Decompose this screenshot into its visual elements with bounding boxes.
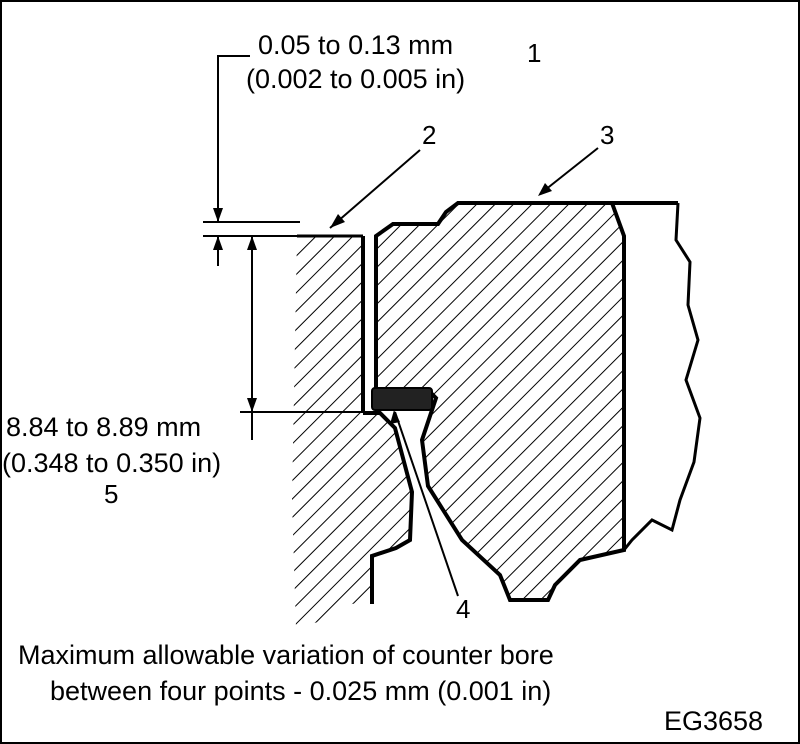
seal-ring <box>371 387 433 411</box>
cylinder-liner-outline <box>374 201 678 602</box>
callout-5: 5 <box>104 479 118 509</box>
callout-1: 1 <box>527 38 541 68</box>
cylinder-block-outline <box>361 236 415 604</box>
note-line-1: Maximum allowable variation of counter b… <box>18 640 554 670</box>
top-dimension-mm: 0.05 to 0.13 mm <box>258 30 453 60</box>
callout-4: 4 <box>456 594 470 624</box>
callout-3: 3 <box>600 120 614 150</box>
figure-id: EG3658 <box>664 706 763 736</box>
side-dimension-mm: 8.84 to 8.89 mm <box>6 412 201 442</box>
top-dimension-in: (0.002 to 0.005 in) <box>246 64 465 94</box>
side-dimension-in: (0.348 to 0.350 in) <box>2 448 221 478</box>
liner-break-edge <box>622 202 702 551</box>
note-line-2: between four points - 0.025 mm (0.001 in… <box>50 676 551 706</box>
cylinder-block-section <box>292 236 412 628</box>
callout-2: 2 <box>422 120 436 150</box>
